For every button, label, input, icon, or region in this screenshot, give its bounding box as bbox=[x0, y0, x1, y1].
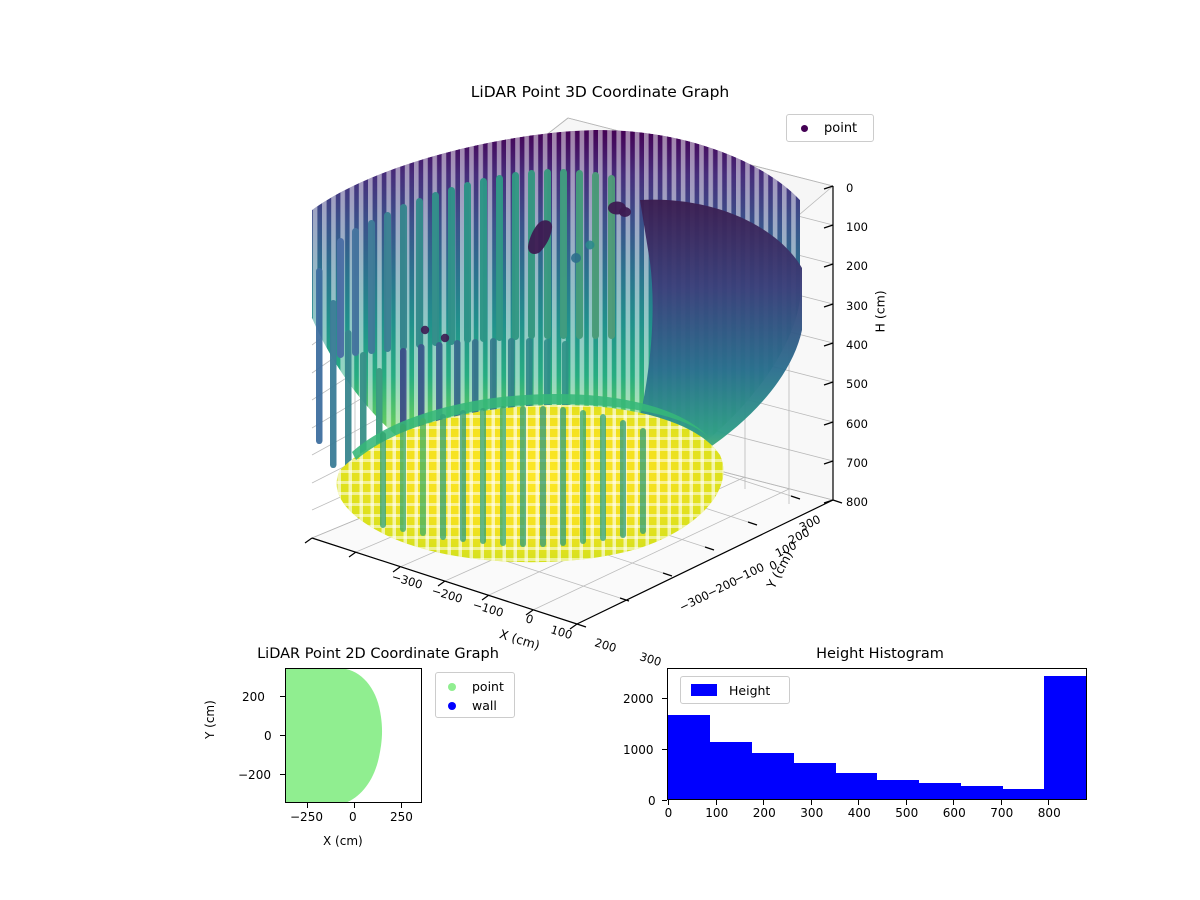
histogram-xtick-label: 200 bbox=[752, 806, 776, 820]
histogram-bar bbox=[835, 772, 878, 799]
plot2d-legend[interactable]: point wall bbox=[435, 672, 515, 718]
histogram-xtick-label: 400 bbox=[847, 806, 871, 820]
lidar-3d-plot-panel: LiDAR Point 3D Coordinate Graph point bbox=[304, 83, 888, 669]
legend-item-wall[interactable]: wall bbox=[442, 696, 508, 715]
histogram-ytick-mark bbox=[662, 697, 667, 699]
legend-height-swatch-icon bbox=[691, 684, 717, 696]
histogram-xtick-label: 100 bbox=[705, 806, 729, 820]
lidar-2d-plot-panel: LiDAR Point 2D Coordinate Graph 200 0 −2… bbox=[150, 640, 670, 890]
histogram-bar bbox=[668, 714, 711, 799]
plot2d-xtick-mark bbox=[354, 803, 356, 808]
plot3d-legend[interactable]: point bbox=[786, 114, 874, 142]
histogram-bar bbox=[1002, 788, 1045, 799]
histogram-ytick-mark bbox=[662, 799, 667, 801]
histogram-xtick-mark bbox=[810, 800, 812, 805]
legend-wall-label: wall bbox=[472, 698, 497, 713]
plot2d-ytick-mark bbox=[280, 696, 285, 698]
histogram-bars bbox=[668, 669, 1087, 799]
legend-item-point[interactable]: point bbox=[442, 677, 508, 696]
plot2d-axes[interactable] bbox=[285, 668, 422, 803]
histogram-xtick-mark bbox=[668, 800, 670, 805]
height-histogram-panel: Height Histogram Height 0 1000 2000 0 100… bbox=[620, 640, 1120, 890]
plot2d-point-cloud bbox=[286, 669, 383, 802]
plot3d-canvas bbox=[304, 117, 843, 630]
histogram-bar bbox=[877, 780, 920, 799]
plot2d-xaxis-label: X (cm) bbox=[323, 834, 363, 848]
plot3d-title: LiDAR Point 3D Coordinate Graph bbox=[470, 83, 730, 101]
histogram-xtick-label: 300 bbox=[800, 806, 824, 820]
histogram-axes[interactable] bbox=[667, 668, 1087, 800]
plot2d-xtick-mark bbox=[307, 803, 309, 808]
plot2d-yaxis-label: Y (cm) bbox=[203, 700, 217, 739]
histogram-bar bbox=[960, 785, 1003, 799]
histogram-ytick-mark bbox=[662, 748, 667, 750]
histogram-xtick-mark bbox=[1048, 800, 1050, 805]
legend-point-label: point bbox=[824, 120, 858, 136]
histogram-bar bbox=[918, 783, 962, 799]
plot2d-xtick-mark bbox=[401, 803, 403, 808]
legend-wall-marker-icon bbox=[448, 701, 456, 710]
histogram-xtick-mark bbox=[905, 800, 907, 805]
legend-point-label: point bbox=[472, 679, 504, 694]
histogram-xtick-label: 800 bbox=[1037, 806, 1061, 820]
plot2d-ytick-mark bbox=[280, 735, 285, 737]
histogram-title: Height Histogram bbox=[816, 646, 944, 662]
histogram-bar bbox=[1044, 675, 1087, 799]
plot2d-ytick-mark bbox=[280, 774, 285, 776]
histogram-xtick-label: 600 bbox=[942, 806, 966, 820]
histogram-xtick-label: 0 bbox=[664, 806, 673, 820]
histogram-xtick-label: 700 bbox=[990, 806, 1014, 820]
legend-point-marker-icon bbox=[448, 682, 456, 691]
legend-point-marker-icon bbox=[801, 124, 808, 132]
histogram-bar bbox=[751, 752, 794, 799]
histogram-legend[interactable]: Height bbox=[680, 676, 790, 704]
histogram-bar bbox=[793, 763, 836, 799]
histogram-xtick-mark bbox=[858, 800, 860, 805]
plot2d-title: LiDAR Point 2D Coordinate Graph bbox=[257, 646, 499, 662]
histogram-xtick-mark bbox=[715, 800, 717, 805]
plot3d-zaxis-label: H (cm) bbox=[872, 290, 888, 333]
histogram-xtick-mark bbox=[1000, 800, 1002, 805]
histogram-xtick-mark bbox=[763, 800, 765, 805]
histogram-bar bbox=[709, 742, 753, 799]
histogram-xtick-mark bbox=[953, 800, 955, 805]
legend-height-label: Height bbox=[729, 682, 771, 698]
histogram-xtick-label: 500 bbox=[895, 806, 919, 820]
